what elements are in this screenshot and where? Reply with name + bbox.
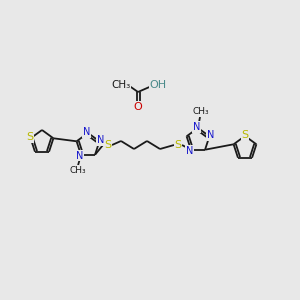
Text: N: N bbox=[186, 146, 194, 156]
Text: N: N bbox=[193, 122, 200, 132]
Text: S: S bbox=[104, 140, 112, 150]
Text: OH: OH bbox=[149, 80, 167, 90]
Text: N: N bbox=[76, 151, 84, 161]
Text: O: O bbox=[134, 102, 142, 112]
Text: N: N bbox=[207, 130, 214, 140]
Text: CH₃: CH₃ bbox=[193, 107, 209, 116]
Text: N: N bbox=[83, 127, 90, 137]
Text: S: S bbox=[174, 140, 182, 150]
Text: CH₃: CH₃ bbox=[70, 166, 86, 175]
Text: S: S bbox=[242, 130, 249, 140]
Text: S: S bbox=[26, 132, 33, 142]
Text: N: N bbox=[97, 135, 105, 145]
Text: CH₃: CH₃ bbox=[111, 80, 130, 90]
